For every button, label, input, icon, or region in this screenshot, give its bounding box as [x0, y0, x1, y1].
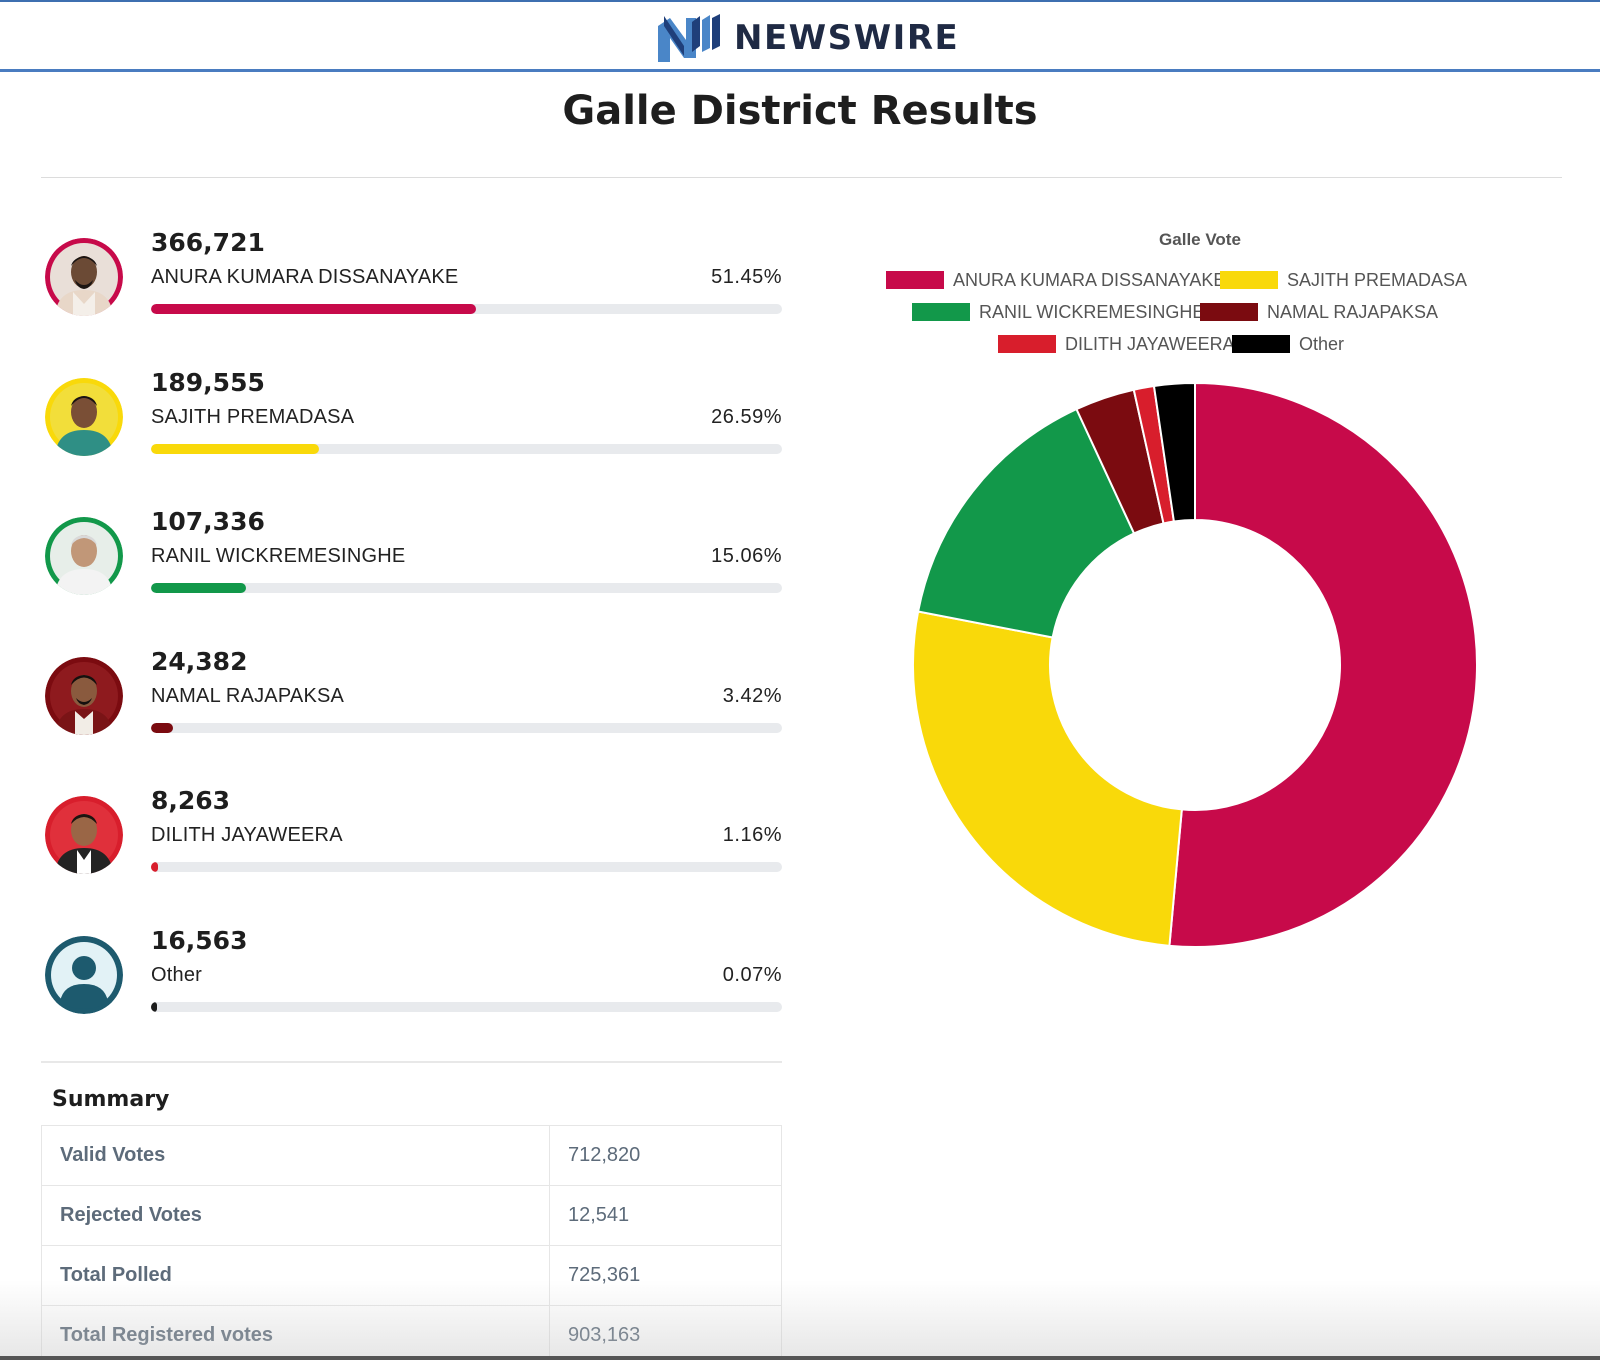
vote-count: 107,336 — [151, 507, 265, 536]
legend-label: SAJITH PREMADASA — [1287, 269, 1468, 290]
vote-share-fill — [151, 444, 319, 454]
candidate-name: Other — [151, 964, 203, 986]
vote-share-bar — [151, 444, 782, 454]
vote-share-fill — [151, 583, 247, 593]
portrait-anura — [45, 238, 123, 316]
vote-percentage: 15.06% — [711, 545, 782, 567]
chart-title: Galle Vote — [1159, 230, 1241, 249]
summary-value: 725,361 — [549, 1245, 782, 1306]
legend-label: Other — [1299, 333, 1345, 354]
summary-label: Total Registered votes — [41, 1305, 550, 1360]
logo-wordmark: NEWSWIRE — [734, 18, 960, 58]
newswire-logo-icon — [658, 14, 720, 62]
donut-slice-sajith-premadasa[interactable] — [912, 610, 1183, 947]
legend-item[interactable]: Other — [1232, 334, 1344, 354]
vote-count: 366,721 — [151, 228, 265, 257]
legend-item[interactable]: DILITH JAYAWEERA — [998, 334, 1235, 354]
candidate-avatar — [45, 936, 123, 1014]
candidate-avatar — [45, 517, 123, 595]
legend-label: ANURA KUMARA DISSANAYAKE — [953, 269, 1226, 290]
summary-row: Rejected Votes 12,541 — [41, 1185, 782, 1246]
legend-swatch — [1200, 303, 1258, 321]
window-bottom-edge — [0, 1356, 1600, 1360]
vote-share-fill — [151, 723, 173, 733]
portrait-sajith — [45, 378, 123, 456]
candidate-avatar — [45, 796, 123, 874]
vote-count: 8,263 — [151, 786, 231, 815]
donut-slice-anura-kumara-dissanayake[interactable] — [1168, 381, 1478, 948]
legend-swatch — [1232, 335, 1290, 353]
summary-value: 903,163 — [549, 1305, 782, 1360]
donut-slice-ranil-wickremesinghe[interactable] — [916, 407, 1136, 639]
candidate-row: 8,263 DILITH JAYAWEERA 1.16% — [40, 786, 782, 906]
legend-item[interactable]: SAJITH PREMADASA — [1220, 270, 1467, 290]
legend-item[interactable]: RANIL WICKREMESINGHE — [912, 302, 1204, 322]
vote-share-fill — [151, 862, 159, 872]
summary-divider — [41, 1061, 782, 1063]
summary-label: Total Polled — [41, 1245, 550, 1306]
vote-share-bar — [151, 862, 782, 872]
vote-percentage: 3.42% — [722, 685, 782, 707]
vote-count: 16,563 — [151, 926, 248, 955]
legend-swatch — [886, 271, 944, 289]
candidate-row: 189,555 SAJITH PREMADASA 26.59% — [40, 368, 782, 488]
person-placeholder-icon — [45, 936, 123, 1014]
summary-title: Summary — [52, 1087, 170, 1112]
legend-label: RANIL WICKREMESINGHE — [979, 301, 1205, 322]
summary-row: Total Registered votes 903,163 — [41, 1305, 782, 1360]
legend-item[interactable]: ANURA KUMARA DISSANAYAKE — [886, 270, 1225, 290]
vote-percentage: 51.45% — [711, 266, 782, 288]
portrait-dilith — [45, 796, 123, 874]
legend-label: DILITH JAYAWEERA — [1065, 333, 1235, 354]
summary-table: Valid Votes 712,820 Rejected Votes 12,54… — [41, 1125, 782, 1360]
summary-value: 12,541 — [549, 1185, 782, 1246]
vote-percentage: 26.59% — [711, 406, 782, 428]
candidate-avatar — [45, 657, 123, 735]
candidate-row: 24,382 NAMAL RAJAPAKSA 3.42% — [40, 647, 782, 767]
vote-share-bar — [151, 304, 782, 314]
vote-share-fill — [151, 1002, 158, 1012]
vote-share-bar — [151, 723, 782, 733]
vote-count: 24,382 — [151, 647, 248, 676]
candidate-row: 107,336 RANIL WICKREMESINGHE 15.06% — [40, 507, 782, 627]
vote-share-bar — [151, 1002, 782, 1012]
portrait-namal — [45, 657, 123, 735]
candidate-name: SAJITH PREMADASA — [151, 406, 355, 428]
vote-share-fill — [151, 304, 476, 314]
vote-percentage: 1.16% — [722, 824, 782, 846]
candidate-name: NAMAL RAJAPAKSA — [151, 685, 345, 707]
summary-row: Total Polled 725,361 — [41, 1245, 782, 1306]
legend-swatch — [1220, 271, 1278, 289]
legend-item[interactable]: NAMAL RAJAPAKSA — [1200, 302, 1438, 322]
candidate-name: DILITH JAYAWEERA — [151, 824, 343, 846]
newswire-logo[interactable]: NEWSWIRE — [656, 12, 959, 64]
portrait-ranil — [45, 517, 123, 595]
page-title: Galle District Results — [562, 88, 1038, 134]
summary-label: Valid Votes — [41, 1125, 550, 1186]
donut-slice-other[interactable] — [1152, 381, 1196, 523]
candidate-avatar — [45, 378, 123, 456]
title-divider — [41, 177, 1562, 178]
candidate-avatar — [45, 238, 123, 316]
summary-label: Rejected Votes — [41, 1185, 550, 1246]
vote-donut-chart: Galle Vote ANURA KUMARA DISSANAYAKE SAJI… — [880, 220, 1520, 980]
candidate-row: 366,721 ANURA KUMARA DISSANAYAKE 51.45% — [40, 228, 782, 348]
candidate-name: RANIL WICKREMESINGHE — [151, 545, 406, 567]
summary-row: Valid Votes 712,820 — [41, 1125, 782, 1186]
vote-share-bar — [151, 583, 782, 593]
candidate-name: ANURA KUMARA DISSANAYAKE — [151, 266, 459, 288]
candidate-row: 16,563 Other 0.07% — [40, 926, 782, 1046]
summary-value: 712,820 — [549, 1125, 782, 1186]
legend-swatch — [998, 335, 1056, 353]
legend-swatch — [912, 303, 970, 321]
site-header: NEWSWIRE — [0, 0, 1600, 72]
legend-label: NAMAL RAJAPAKSA — [1267, 301, 1439, 322]
vote-count: 189,555 — [151, 368, 265, 397]
donut-plot — [912, 381, 1478, 948]
vote-percentage: 0.07% — [722, 964, 782, 986]
